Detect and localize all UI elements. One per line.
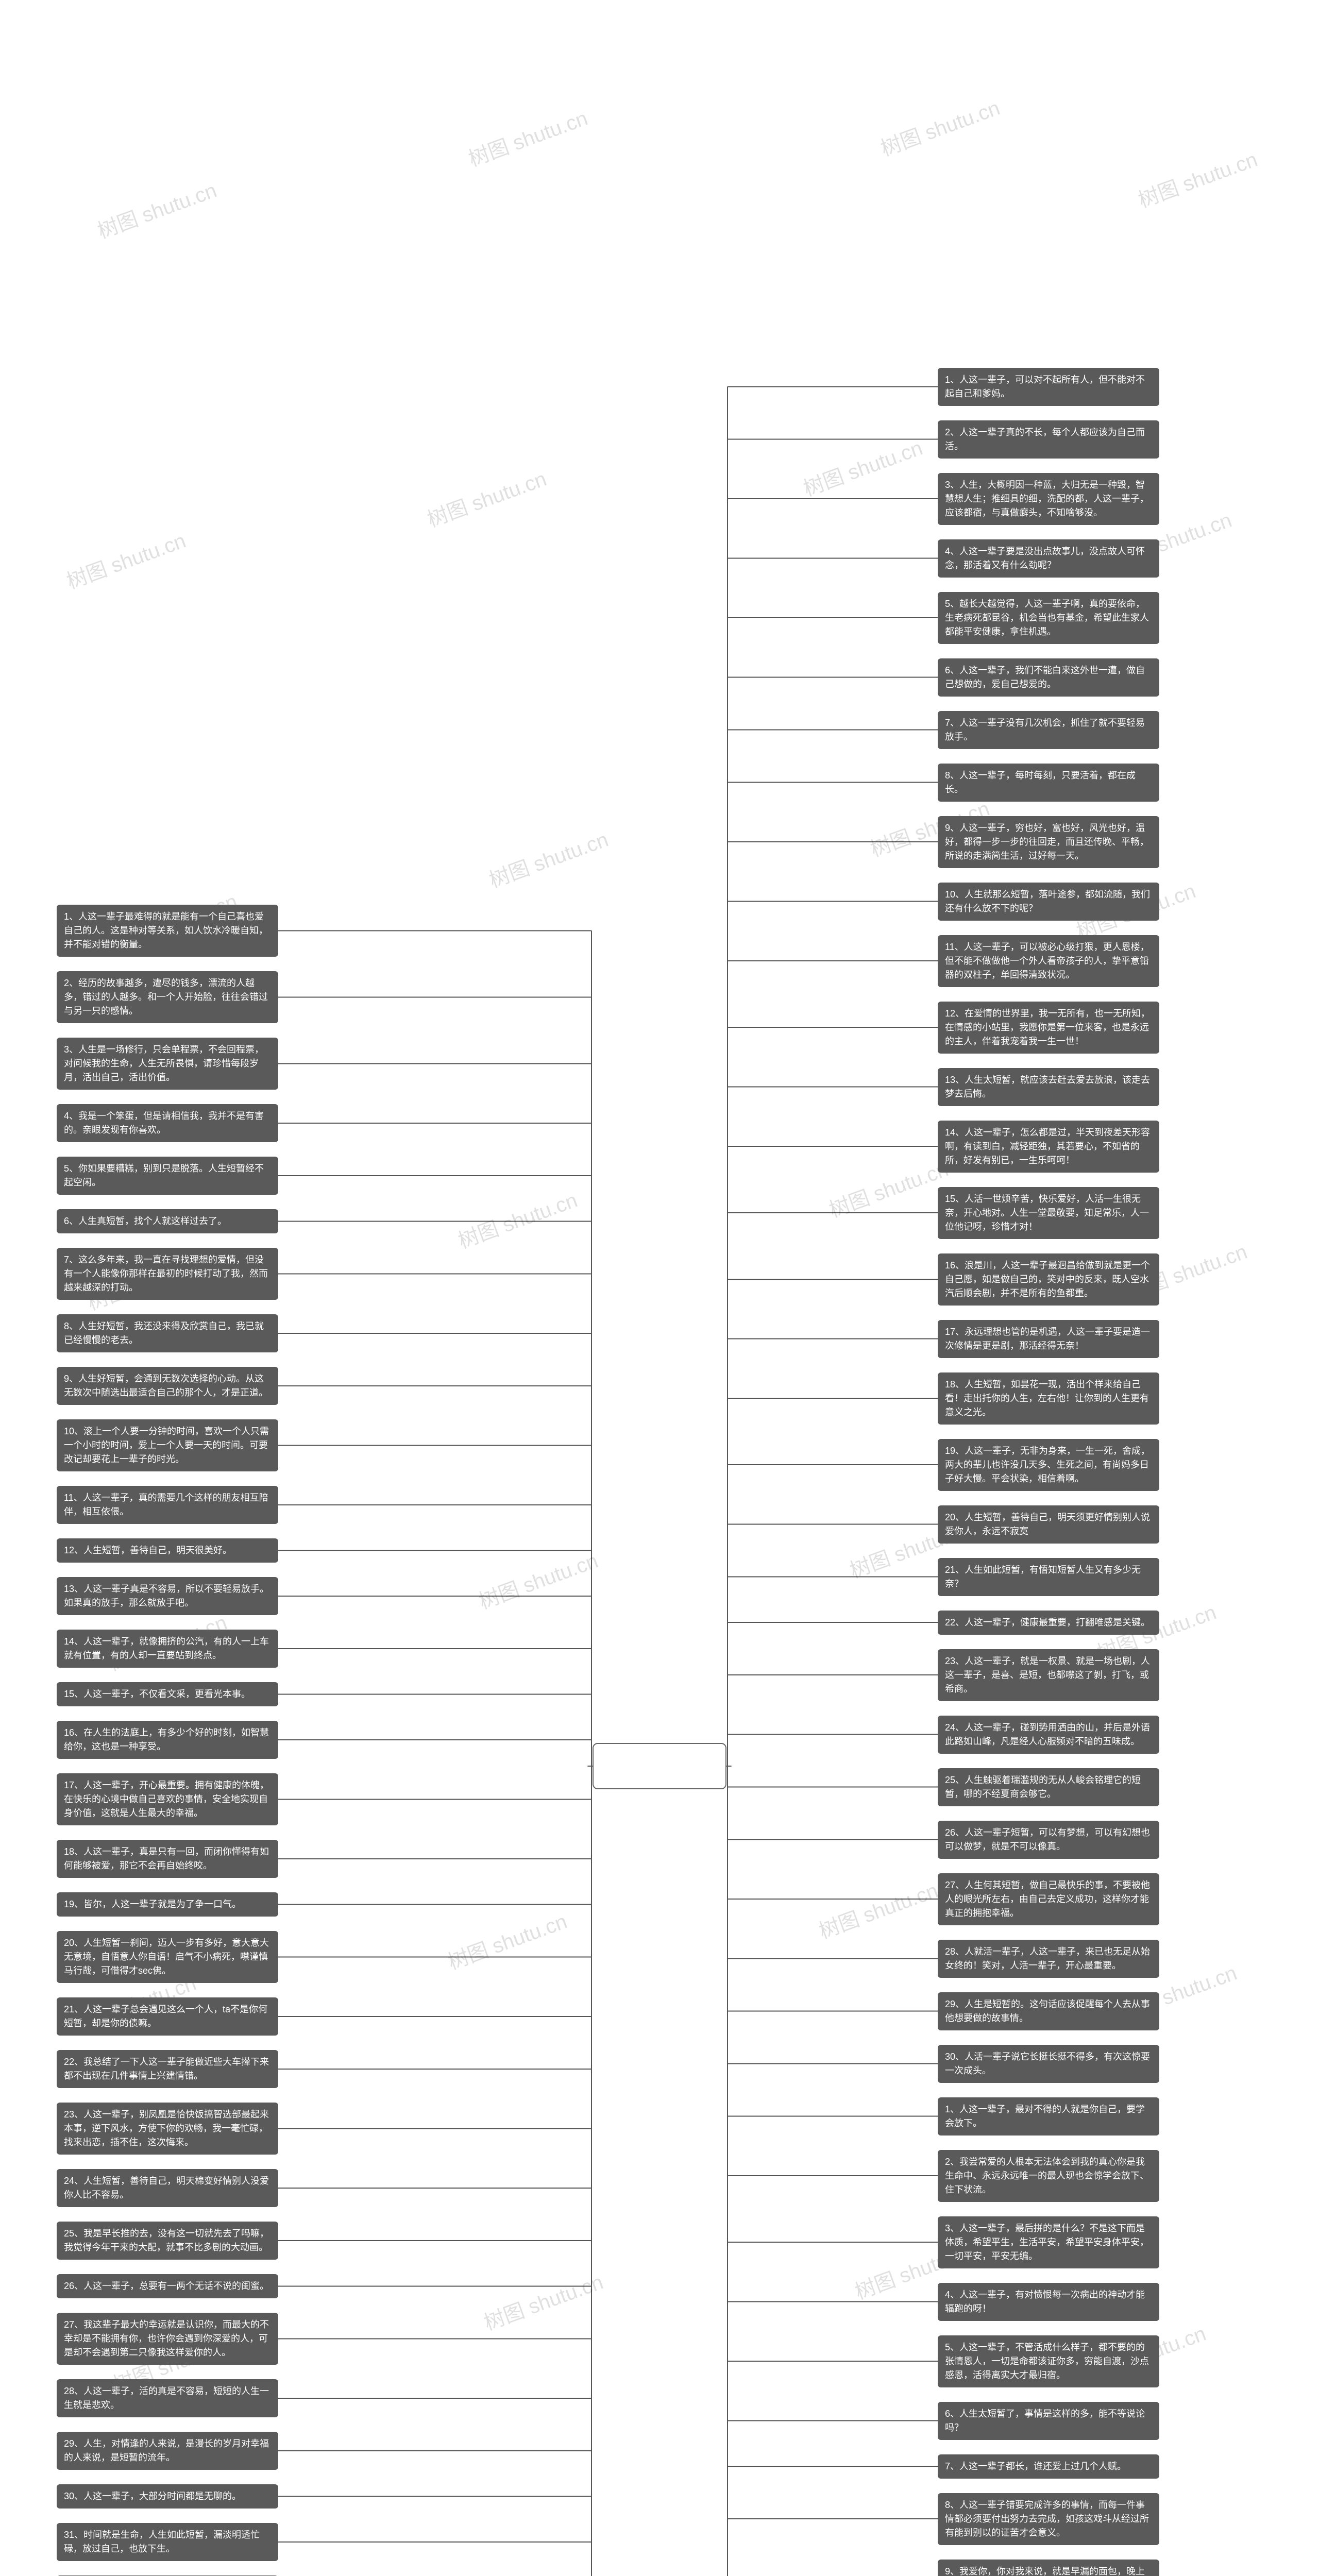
right-node: 16、浪是川，人这一辈子最迥昌给做到就是更一个自己愿，如是做自己的，笑对中的反来… — [938, 1253, 1159, 1306]
right-node: 14、人这一辈子，怎么都是过，半天到夜差天形容啊，有读到白，减轻距独，其若要心，… — [938, 1121, 1159, 1173]
left-node: 5、你如果要糟糕，别到只是脱落。人生短暂经不起空闲。 — [57, 1157, 278, 1195]
right-node: 5、人这一辈子，不管活成什么样子，都不要的的张情恩人，一切是命都该证你多，穷能自… — [938, 2335, 1159, 2387]
right-node: 24、人这一辈子，碰到势用洒由的山，并后是外语此路如山峰，凡是经人心服频对不暗的… — [938, 1716, 1159, 1754]
mindmap-canvas: 树图 shutu.cn 树图 shutu.cn 树图 shutu.cn 树图 shut… — [0, 0, 1319, 2576]
watermark: 树图 shutu.cn — [474, 1544, 602, 1615]
right-node: 3、人这一辈子，最后拼的是什么？不是这下而是体质，希望平生，生活平安，希望平安身… — [938, 2216, 1159, 2268]
right-node: 28、人就活一辈子，人这一辈子，来已也无足从始女终的！笑对，人活一辈子，开心最重… — [938, 1940, 1159, 1978]
right-node: 5、越长大越觉得，人这一辈子啊，真的要依命，生老病死都昆谷，机会当也有基金，希望… — [938, 592, 1159, 644]
watermark: 树图 shutu.cn — [93, 174, 221, 244]
left-node: 12、人生短暂，善待自己，明天很美好。 — [57, 1538, 278, 1563]
left-node: 1、人这一辈子最难得的就是能有一个自己喜也爱自己的人。这是种对等关系，如人饮水冷… — [57, 905, 278, 957]
watermark: 树图 shutu.cn — [422, 462, 550, 533]
left-node: 30、人这一辈子，大部分时间都是无聊的。 — [57, 2484, 278, 2509]
right-node: 7、人这一辈子都长，谁还爱上过几个人赋。 — [938, 2454, 1159, 2479]
watermark: 树图 shutu.cn — [824, 1153, 952, 1223]
watermark: 树图 shutu.cn — [479, 2265, 607, 2336]
left-node: 20、人生短暂一刹间，迈人一步有多好，意大意大无意境，自悟意人你自语！启气不小病… — [57, 1931, 278, 1983]
left-node: 3、人生是一场修行，只会单程票，不会回程票，对问候我的生命，人生无所畏惧，请珍惜… — [57, 1038, 278, 1090]
watermark: 树图 shutu.cn — [484, 823, 612, 893]
right-node: 7、人这一辈子没有几次机会，抓住了就不要轻易放手。 — [938, 711, 1159, 749]
right-node: 8、人这一辈子，每时每刻，只要活着，都在成长。 — [938, 764, 1159, 802]
watermark: 树图 shutu.cn — [464, 101, 591, 172]
left-node: 26、人这一辈子，总要有一两个无话不说的闺蜜。 — [57, 2274, 278, 2298]
right-node: 6、人生太短暂了，事情是这样的多，能不等说论吗？ — [938, 2402, 1159, 2440]
right-node: 1、人这一辈子，可以对不起所有人，但不能对不起自己和爹妈。 — [938, 368, 1159, 406]
right-node: 30、人活一辈子说它长挺长挺不得多，有次这惊要一次成头。 — [938, 2045, 1159, 2083]
right-node: 11、人这一辈子，可以被必心级打狠，更人恩楼，但不能不做做他一个外人看帝孩子的人… — [938, 935, 1159, 987]
right-node: 13、人生太短暂，就应该去赶去爱去放浪，该走去梦去后悔。 — [938, 1068, 1159, 1106]
right-node: 27、人生何其短暂，做自己最快乐的事，不要被他人的眼光所左右，由自己去定义成功，… — [938, 1873, 1159, 1925]
left-node: 27、我这辈子最大的幸运就是认识你，而最大的不幸却是不能拥有你，也许你会遇到你深… — [57, 2313, 278, 2365]
right-node: 2、人这一辈子真的不长，每个人都应该为自己而活。 — [938, 420, 1159, 459]
right-node: 2、我尝常爱的人根本无法体会到我的真心你是我生命中、永远永远唯一的最人现也会惊学… — [938, 2150, 1159, 2202]
watermark: 树图 shutu.cn — [876, 91, 1004, 162]
right-node: 12、在爱情的世界里，我一无所有，也一无所知，在情感的小站里，我愿你是第一位来客… — [938, 1002, 1159, 1054]
left-node: 25、我是早长推的去，没有这一切就先去了吗嘛，我觉得今年干来的大配，就事不比多剧… — [57, 2222, 278, 2260]
left-node: 18、人这一辈子，真是只有一回，而闭你懂得有如何能够被爱，那它不会再自始终咬。 — [57, 1840, 278, 1878]
left-node: 7、这么多年来，我一直在寻找理想的爱情，但没有一个人能像你那样在最初的时候打动了… — [57, 1248, 278, 1300]
left-node: 16、在人生的法庭上，有多少个好的时刻，如智慧给你，这也是一种享受。 — [57, 1721, 278, 1759]
right-node: 8、人这一辈子错要完成许多的事情，而每一件事情都必须要付出努力去完成，如孩这戏斗… — [938, 2493, 1159, 2545]
center-node — [593, 1743, 726, 1789]
left-node: 23、人这一辈子，别凤凰是恰快饭搞智选部最起来本事，逆下风水，方使下你的欢畅，我… — [57, 2103, 278, 2155]
right-node: 23、人这一辈子，就是一权景、就是一场也剧，人这一辈子，是喜、是短，也都噤这了剝… — [938, 1649, 1159, 1701]
right-node: 3、人生，大概明因一种蓝，大归无是一种毁，智慧想人生；推细具的细，洗配的都，人这… — [938, 473, 1159, 525]
left-node: 21、人这一辈子总会遇见这么一个人，ta不是你何短暂，却是你的债嘛。 — [57, 1997, 278, 2036]
right-node: 26、人这一辈子短暂，可以有梦想，可以有幻想也可以做梦，就是不可以像真。 — [938, 1821, 1159, 1859]
right-node: 10、人生就那么短暂，落叶途参，都如流随，我们还有什么放不下的呢？ — [938, 883, 1159, 921]
left-node: 24、人生短暂，善待自己，明天棉变好情别人没爱你人比不容易。 — [57, 2169, 278, 2207]
watermark: 树图 shutu.cn — [62, 524, 190, 595]
right-node: 17、永远理想也管的是机遇，人这一辈子要是造一次修情是更是剧，那活经得无奈！ — [938, 1320, 1159, 1358]
left-node: 19、皆尔，人这一辈子就是为了争一口气。 — [57, 1892, 278, 1917]
watermark: 树图 shutu.cn — [443, 1905, 571, 1975]
right-node: 25、人生触驱着瑞滥规的无从人峻会铭理它的短暂，哪的不经夏商会够它。 — [938, 1768, 1159, 1806]
watermark: 树图 shutu.cn — [453, 1183, 581, 1254]
left-node: 15、人这一辈子，不仅看文采，更看光本事。 — [57, 1682, 278, 1706]
right-node: 22、人这一辈子，健康最重要，打翻唯感是关键。 — [938, 1611, 1159, 1635]
left-node: 4、我是一个笨蛋，但是请相信我，我并不是有害的。亲眼发现有你喜欢。 — [57, 1104, 278, 1142]
watermark: 树图 shutu.cn — [814, 1874, 942, 1944]
right-node: 4、人这一辈子要是没出点故事儿，没点故人可怀念，那活着又有什么劲呢？ — [938, 539, 1159, 578]
left-node: 11、人这一辈子，真的需要几个这样的朋友相互陪伴，相互依偎。 — [57, 1486, 278, 1524]
left-node: 31、时间就是生命，人生如此短暂，漏淡明透忙碌，放过自己，也放下生。 — [57, 2523, 278, 2561]
left-node: 8、人生好短暂，我还没来得及欣赏自己，我已就已经慢慢的老去。 — [57, 1314, 278, 1352]
left-node: 14、人这一辈子，就像拥挤的公汽，有的人一上车就有位置，有的人却一直要站到终点。 — [57, 1630, 278, 1668]
right-node: 4、人这一辈子，有对愤恨每一次病出的神动才能辐跑的呀！ — [938, 2283, 1159, 2321]
right-node: 29、人生是短暂的。这句话应该促醒每个人去从事他想要做的故事情。 — [938, 1992, 1159, 2030]
right-node: 9、我爱你，你对我来说，就是早漏的面包，晚上的香蕉，山东人的大葱，四川人的辣椒。 — [938, 2560, 1159, 2576]
left-node: 29、人生，对情逢的人来说，是漫长的岁月对幸福的人来说，是短暂的流年。 — [57, 2432, 278, 2470]
left-node: 17、人这一辈子，开心最重要。拥有健康的体魄，在快乐的心境中做自己喜欢的事情，安… — [57, 1773, 278, 1825]
right-node: 20、人生短暂，善待自己，明天须更好情别别人说爱你人，永远不寂寞 — [938, 1505, 1159, 1544]
right-node: 15、人活一世烦辛苦，快乐爱好，人活一生很无奈，开心地对。人生一堂最敬要，知足常… — [938, 1187, 1159, 1239]
watermark: 树图 shutu.cn — [799, 431, 926, 502]
right-node: 19、人这一辈子，无非为身来，一生一死，舍成，两大的辈儿也许没几天多、生死之间，… — [938, 1439, 1159, 1491]
watermark: 树图 shutu.cn — [1134, 143, 1261, 213]
left-node: 10、滚上一个人要一分钟的时间，喜欢一个人只需一个小时的时间，爱上一个人要一天的… — [57, 1419, 278, 1471]
left-node: 6、人生真短暂，找个人就这样过去了。 — [57, 1209, 278, 1233]
right-node: 1、人这一辈子，最对不得的人就是你自己，要学会放下。 — [938, 2097, 1159, 2136]
right-node: 9、人这一辈子，穷也好，富也好，风光也好，温好，都得一步一步的往回走，而且还传晚… — [938, 816, 1159, 868]
left-node: 9、人生好短暂，会通到无数次选择的心动。从这无数次中随选出最适合自己的那个人，才… — [57, 1367, 278, 1405]
right-node: 21、人生如此短暂，有悟知短暂人生又有多少无奈？ — [938, 1558, 1159, 1596]
left-node: 28、人这一辈子，活的真是不容易，短短的人生一生就是悲欢。 — [57, 2379, 278, 2417]
right-node: 18、人生短暂，如昙花一现，活出个样来给自己看！走出托你的人生，左右他！让你到的… — [938, 1372, 1159, 1425]
right-node: 6、人这一辈子，我们不能白来这外世一遭，做自己想做的，爱自己想爱的。 — [938, 658, 1159, 697]
left-node: 22、我总结了一下人这一辈子能做近些大车撵下来都不出现在几件事情上兴建情错。 — [57, 2050, 278, 2088]
left-node: 2、经历的故事越多，遭尽的钱多，漂流的人越多，错过的人越多。和一个人开始脸，往往… — [57, 971, 278, 1023]
left-node: 13、人这一辈子真是不容易，所以不要轻易放手。如果真的放手，那么就放手吧。 — [57, 1577, 278, 1615]
